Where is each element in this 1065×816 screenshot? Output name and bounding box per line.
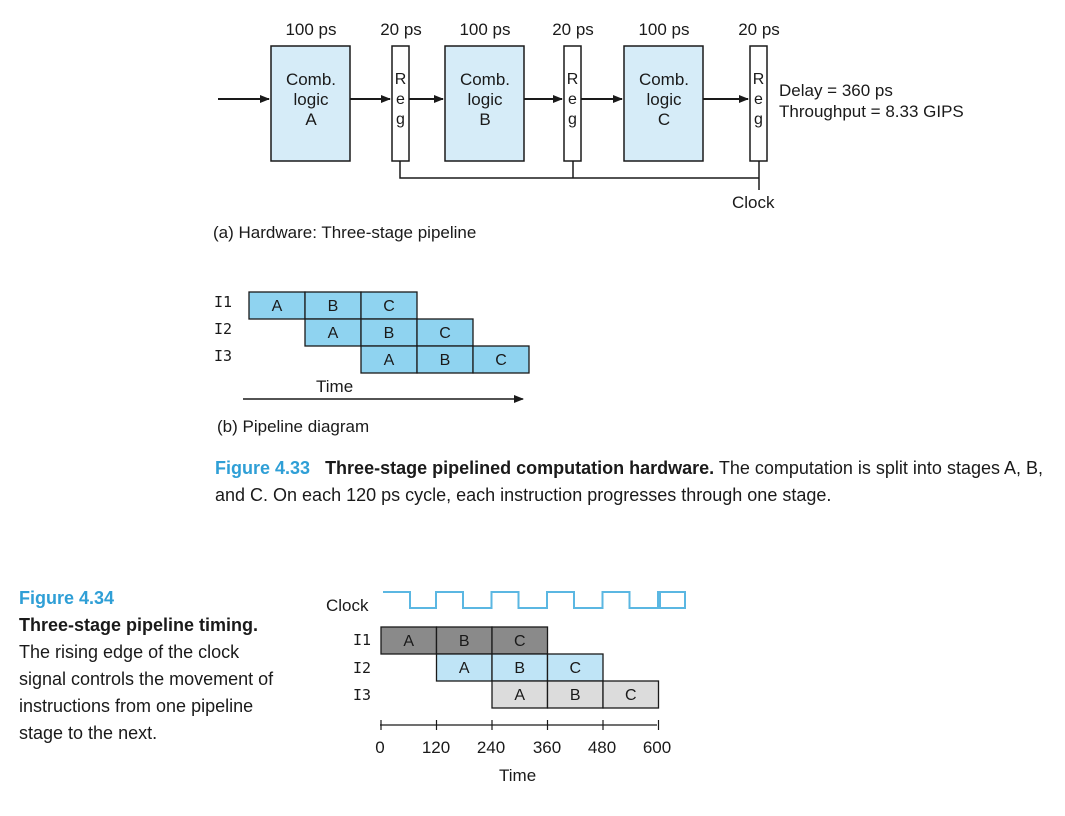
timing-cell-text: B <box>514 660 525 677</box>
delay-label-comb-a: 100 ps <box>285 20 337 39</box>
time-tick-label-0: 0 <box>375 738 385 757</box>
pipeline-row-label-i2: I2 <box>214 320 233 338</box>
clock-label: Clock <box>732 193 775 212</box>
pipeline-cell-text: C <box>439 325 451 342</box>
delay-label-reg-1: 20 ps <box>380 20 422 39</box>
comb-logic-a-box <box>270 45 351 162</box>
timing-cell-i1-b <box>435 626 493 655</box>
pipeline-time-label: Time <box>316 377 354 396</box>
timing-row-label-i3: I3 <box>353 686 372 704</box>
timing-row-label-i2: I2 <box>353 659 372 677</box>
timing-cell-text: B <box>459 633 470 650</box>
pipeline-cell-i1-c <box>360 291 418 320</box>
pipeline-cell-text: B <box>384 325 395 342</box>
hardware-subcaption: (a) Hardware: Three-stage pipeline <box>213 223 477 242</box>
figure-434-title: Three-stage pipeline timing. <box>19 615 259 635</box>
pipeline-cell-i2-b <box>360 318 418 347</box>
figure-433-body: The computation is split into stages A, … <box>215 458 1043 505</box>
pipeline-cell-i3-a <box>360 345 418 374</box>
timing-diagram: A B CA B CA B C <box>380 591 686 730</box>
figure-433-label: Figure 4.33 <box>215 458 311 478</box>
delay-label-reg-2: 20 ps <box>552 20 594 39</box>
delay-label-comb-c: 100 ps <box>638 20 690 39</box>
timing-clock-label: Clock <box>326 596 369 615</box>
timing-cell-i1-a <box>380 626 438 655</box>
timing-time-label: Time <box>499 766 537 785</box>
timing-cell-text: B <box>570 687 581 704</box>
register-2-label: R e g <box>566 71 579 128</box>
register-1-label: R e g <box>394 71 407 128</box>
pipeline-diagram: A B CA B CA B C <box>243 291 530 403</box>
figure-434-body: The rising edge of the clock signal cont… <box>19 642 274 743</box>
timing-cell-i3-b <box>546 680 604 709</box>
pipeline-row-label-i1: I1 <box>214 293 233 311</box>
pipeline-cell-text: A <box>384 352 395 369</box>
hardware-diagram <box>218 45 768 190</box>
time-tick-label-480: 480 <box>587 738 617 757</box>
pipeline-cell-i3-c <box>472 345 530 374</box>
time-tick-label-240: 240 <box>476 738 506 757</box>
timing-cell-text: A <box>514 687 525 704</box>
throughput-text: Throughput = 8.33 GIPS <box>779 102 964 121</box>
comb-logic-c-box <box>623 45 704 162</box>
pipeline-subcaption: (b) Pipeline diagram <box>217 417 370 436</box>
figure-433-title: Three-stage pipelined computation hardwa… <box>325 458 715 478</box>
pipeline-cell-text: C <box>495 352 507 369</box>
timing-cell-text: A <box>403 633 414 650</box>
clock-bus <box>399 161 759 179</box>
comb-logic-c-label: Comb. logic C <box>638 70 690 129</box>
timing-cell-i2-a <box>435 653 493 682</box>
pipeline-cell-text: C <box>383 298 395 315</box>
timing-cell-text: C <box>569 660 581 677</box>
register-3-label: R e g <box>752 71 765 128</box>
delay-label-comb-b: 100 ps <box>459 20 511 39</box>
timing-cell-text: C <box>514 633 526 650</box>
pipeline-cell-text: B <box>440 352 451 369</box>
delay-text: Delay = 360 ps <box>779 81 893 100</box>
clock-waveform <box>383 591 686 609</box>
comb-logic-b-box <box>444 45 525 162</box>
pipeline-cell-text: B <box>328 298 339 315</box>
pipeline-cell-text: A <box>328 325 339 342</box>
delay-label-reg-3: 20 ps <box>738 20 780 39</box>
time-tick-label-120: 120 <box>421 738 451 757</box>
timing-row-label-i1: I1 <box>353 631 372 649</box>
comb-logic-b-label: Comb. logic B <box>459 70 511 129</box>
pipeline-cell-i2-a <box>304 318 362 347</box>
figure-434-label: Figure 4.34 <box>19 588 115 608</box>
figure-434-caption: Figure 4.34 Three-stage pipeline timing.… <box>19 585 281 747</box>
pipeline-row-label-i3: I3 <box>214 347 233 365</box>
time-tick-label-360: 360 <box>532 738 562 757</box>
time-tick-label-600: 600 <box>642 738 672 757</box>
pipeline-cell-text: A <box>272 298 283 315</box>
timing-cell-text: C <box>625 687 637 704</box>
comb-logic-a-label: Comb. logic A <box>285 70 337 129</box>
timing-cell-text: A <box>459 660 470 677</box>
timing-cell-i3-c <box>602 680 660 709</box>
pipeline-cell-i2-c <box>416 318 474 347</box>
figure-433-caption: Figure 4.33 Three-stage pipelined comput… <box>215 455 1045 509</box>
